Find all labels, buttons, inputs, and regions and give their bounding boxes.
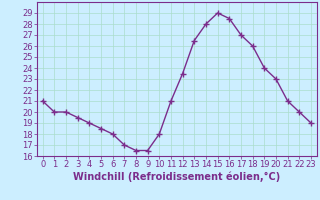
X-axis label: Windchill (Refroidissement éolien,°C): Windchill (Refroidissement éolien,°C) xyxy=(73,172,280,182)
